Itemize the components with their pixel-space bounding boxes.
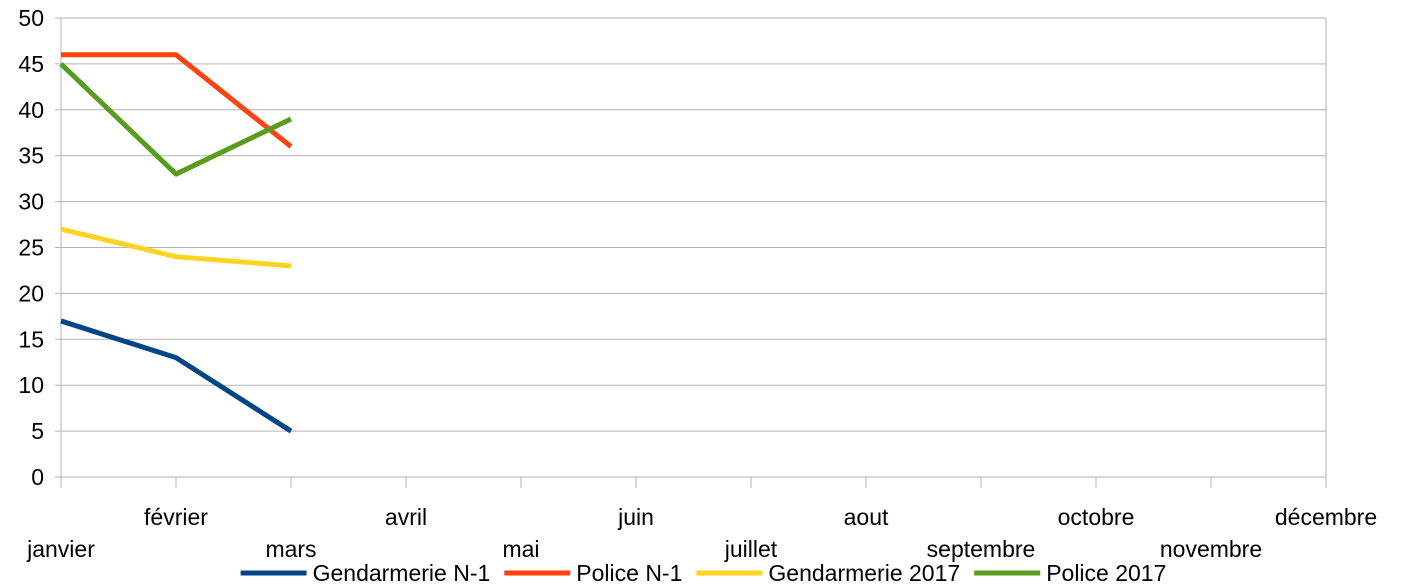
y-tick-label: 40 (18, 97, 44, 123)
y-axis-tick-labels: 0 5 10 15 20 25 30 35 40 45 50 (18, 5, 44, 490)
y-tick-label: 30 (18, 189, 44, 215)
series-line-2 (60, 226, 292, 269)
x-tick-label: juillet (724, 536, 778, 562)
axes (60, 18, 1327, 488)
x-tick-label: avril (385, 504, 427, 530)
y-tick-label: 0 (31, 464, 44, 490)
y-tick-label: 5 (31, 418, 44, 444)
legend-label: Police N-1 (576, 560, 682, 585)
x-tick-label: janvier (26, 536, 95, 562)
y-tick-label: 45 (18, 51, 44, 77)
x-tick-label: octobre (1058, 504, 1135, 530)
x-tick-label: février (144, 504, 208, 530)
legend-item: Police 2017 (974, 560, 1166, 585)
x-axis-tick-labels: janvier février mars avril mai juin juillet aou… (26, 504, 1377, 562)
legend-label: Police 2017 (1046, 560, 1166, 585)
series-lines (59, 52, 293, 434)
legend-item: Gendarmerie N-1 (240, 560, 491, 585)
y-tick-label: 15 (18, 326, 44, 352)
y-tick-label: 20 (18, 280, 44, 306)
x-tick-label: septembre (927, 536, 1036, 562)
gridlines (55, 17, 1326, 478)
legend-item: Police N-1 (504, 560, 682, 585)
x-tick-label: mars (265, 536, 316, 562)
series-line-0 (60, 318, 293, 434)
x-tick-label: décembre (1275, 504, 1377, 530)
legend-item: Gendarmerie 2017 (696, 560, 960, 585)
y-tick-label: 10 (18, 372, 44, 398)
series-line-3 (59, 62, 293, 177)
y-tick-label: 50 (18, 5, 44, 31)
legend-label: Gendarmerie 2017 (768, 560, 960, 585)
legend: Gendarmerie N-1 Police N-1 Gendarmerie 201… (240, 560, 1166, 585)
y-tick-label: 25 (18, 235, 44, 261)
series-line-1 (61, 52, 293, 149)
x-tick-label: aout (844, 504, 889, 530)
x-tick-label: novembre (1160, 536, 1262, 562)
x-tick-label: juin (617, 504, 654, 530)
legend-label: Gendarmerie N-1 (313, 560, 491, 585)
x-tick-label: mai (502, 536, 539, 562)
y-tick-label: 35 (18, 143, 44, 169)
